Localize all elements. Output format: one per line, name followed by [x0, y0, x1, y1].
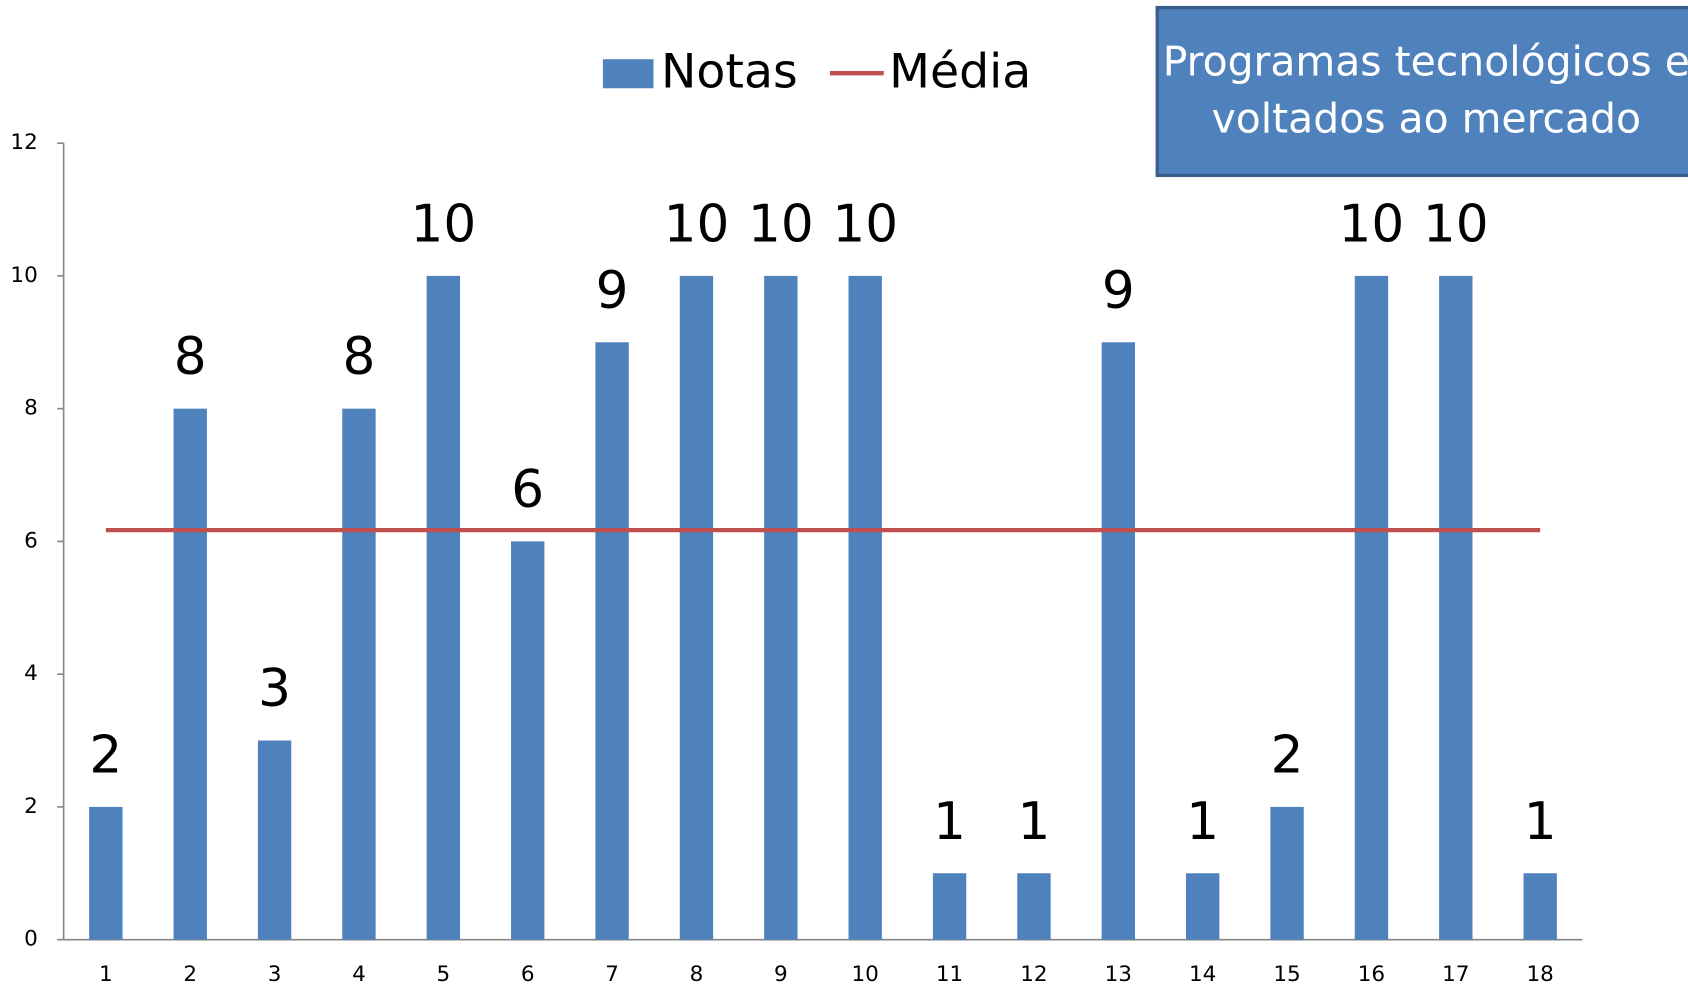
legend-label: Notas [661, 44, 798, 99]
x-tick-label: 13 [1105, 962, 1132, 987]
data-label: 10 [748, 194, 814, 254]
data-label: 1 [933, 792, 966, 852]
x-tick-label: 18 [1526, 962, 1553, 987]
data-label: 2 [89, 725, 122, 785]
x-tick-label: 17 [1442, 962, 1469, 987]
bar [173, 408, 207, 940]
bar [511, 541, 545, 940]
x-tick-label: 7 [605, 962, 619, 987]
y-tick-label: 10 [10, 263, 37, 288]
x-tick-label: 10 [852, 962, 879, 987]
bar [257, 740, 292, 940]
data-label: 10 [1339, 194, 1405, 254]
data-label: 10 [832, 194, 898, 254]
x-tick-label: 11 [936, 962, 963, 987]
bar [1439, 275, 1473, 940]
bar [764, 275, 798, 940]
annotation: voltados ao mercado [1212, 95, 1641, 143]
x-tick-label: 3 [268, 962, 282, 987]
legend-label: Média [889, 44, 1031, 99]
annotation-box [1155, 5, 1688, 178]
data-label: 10 [664, 194, 730, 254]
data-label: 6 [511, 460, 544, 520]
x-tick-label: 1 [99, 962, 113, 987]
y-tick-label: 8 [24, 396, 38, 421]
x-tick-label: 14 [1189, 962, 1216, 987]
data-label: 9 [1102, 261, 1135, 321]
y-tick-label: 12 [10, 130, 37, 155]
data-label: 1 [1524, 792, 1557, 852]
bar [1270, 806, 1304, 940]
bar [932, 873, 967, 940]
data-label: 10 [1423, 194, 1489, 254]
data-label: 3 [258, 659, 291, 719]
bar [1354, 275, 1389, 940]
data-label: 9 [596, 261, 629, 321]
x-tick-label: 16 [1358, 962, 1385, 987]
data-label: 2 [1271, 725, 1304, 785]
bar [342, 408, 376, 940]
y-tick-label: 0 [24, 927, 38, 952]
annotation: Programas tecnológicos e [1163, 38, 1688, 86]
data-label: 8 [343, 327, 376, 387]
x-tick-label: 5 [436, 962, 450, 987]
data-label: 1 [1018, 792, 1051, 852]
x-tick-label: 4 [352, 962, 366, 987]
bar [595, 342, 629, 940]
x-tick-label: 8 [690, 962, 704, 987]
bar [89, 806, 123, 940]
bar [1186, 873, 1220, 940]
y-tick-label: 6 [24, 528, 38, 553]
x-tick-label: 2 [183, 962, 197, 987]
bar [1101, 342, 1135, 940]
bar [848, 275, 882, 940]
bar [426, 275, 461, 940]
data-label: 1 [1186, 792, 1219, 852]
x-tick-label: 6 [521, 962, 535, 987]
y-tick-label: 2 [24, 794, 38, 819]
x-tick-label: 15 [1273, 962, 1300, 987]
legend-swatch [602, 59, 654, 89]
x-tick-label: 9 [774, 962, 788, 987]
x-tick-label: 12 [1020, 962, 1047, 987]
data-label: 10 [410, 194, 476, 254]
bar [679, 275, 714, 940]
bar [1017, 873, 1051, 940]
bar [1523, 873, 1557, 940]
data-label: 8 [174, 327, 207, 387]
y-tick-label: 4 [24, 661, 38, 686]
